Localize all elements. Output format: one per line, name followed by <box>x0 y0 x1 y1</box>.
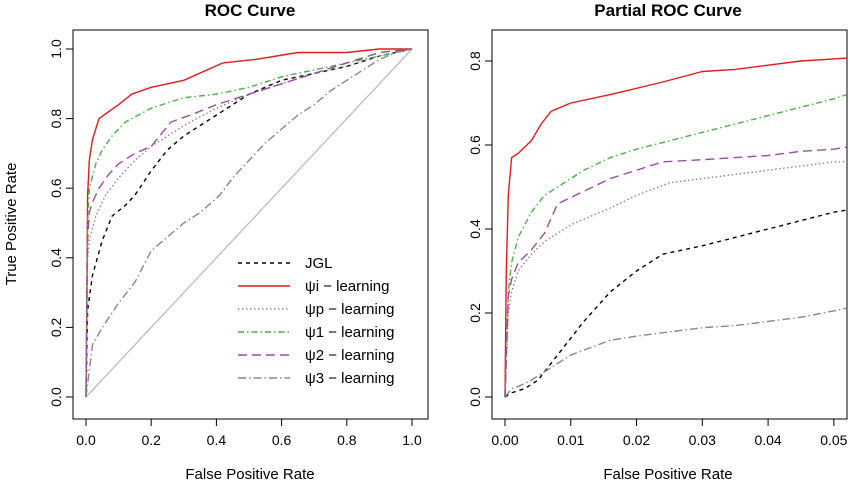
roc-series--2-learning <box>85 48 413 398</box>
partial-roc-x-ticks: 0.00 0.01 0.02 0.03 0.04 0.05 <box>491 419 848 448</box>
roc-x-tick-label: 0.4 <box>207 432 227 448</box>
roc-series-jgl <box>85 48 413 398</box>
roc-x-axis-label: False Positive Rate <box>185 466 314 483</box>
partial-roc-x-tick-label: 0.05 <box>820 432 847 448</box>
partial-roc-series--p-learning <box>504 161 847 398</box>
legend-entry-label: ψ3 − learning <box>305 370 395 387</box>
roc-series--i-learning <box>85 48 412 398</box>
partial-roc-y-tick-label: 0.4 <box>467 219 483 239</box>
roc-y-tick-label: 0.6 <box>48 178 64 198</box>
roc-x-tick-label: 0.2 <box>141 432 161 448</box>
roc-panel: ROC Curve False Positive Rate True Posit… <box>3 1 429 483</box>
partial-roc-plot-frame <box>491 29 848 420</box>
partial-roc-series--1-learning <box>504 93 847 398</box>
roc-plot-frame <box>72 29 429 420</box>
partial-roc-y-tick-label: 0.6 <box>467 135 483 155</box>
roc-series--1-learning <box>85 48 413 398</box>
partial-roc-x-tick-label: 0.01 <box>557 432 584 448</box>
partial-roc-y-tick-label: 0.8 <box>467 51 483 71</box>
legend-entry-label: ψ2 − learning <box>305 347 395 364</box>
legend-entry-label: ψp − learning <box>305 301 395 318</box>
partial-roc-series <box>504 57 847 398</box>
roc-title: ROC Curve <box>205 1 296 20</box>
roc-y-tick-label: 1.0 <box>48 39 64 59</box>
legend-entry-label: JGL <box>305 255 333 272</box>
roc-series <box>85 48 413 398</box>
partial-roc-series--i-learning <box>504 57 847 398</box>
roc-y-axis-label: True Positive Rate <box>3 163 20 286</box>
partial-roc-title: Partial ROC Curve <box>594 1 741 20</box>
roc-x-tick-label: 0.6 <box>272 432 292 448</box>
partial-roc-x-tick-label: 0.03 <box>689 432 716 448</box>
roc-y-tick-label: 0.2 <box>48 317 64 337</box>
legend-entry-label: ψ1 − learning <box>305 324 395 341</box>
partial-roc-x-tick-label: 0.00 <box>491 432 518 448</box>
legend-entry-label: ψi − learning <box>305 278 390 295</box>
partial-roc-y-ticks: 0.0 0.2 0.4 0.6 0.8 <box>467 51 492 407</box>
partial-roc-x-tick-label: 0.04 <box>754 432 781 448</box>
roc-x-tick-label: 1.0 <box>402 432 422 448</box>
roc-y-tick-label: 0.8 <box>48 109 64 129</box>
partial-roc-series--2-learning <box>504 146 847 398</box>
partial-roc-x-tick-label: 0.02 <box>623 432 650 448</box>
roc-series--3-learning <box>85 48 413 398</box>
partial-roc-series-jgl <box>504 209 847 398</box>
roc-x-tick-label: 0.0 <box>76 432 96 448</box>
roc-y-ticks: 0.0 0.2 0.4 0.6 0.8 1.0 <box>48 39 73 407</box>
legend: JGL ψi − learning ψp − learning ψ1 − learni… <box>238 255 395 387</box>
partial-roc-y-tick-label: 0.2 <box>467 303 483 323</box>
partial-roc-x-axis-label: False Positive Rate <box>603 466 732 483</box>
partial-roc-panel: Partial ROC Curve False Positive Rate 0.… <box>467 1 848 483</box>
roc-x-ticks: 0.0 0.2 0.4 0.6 0.8 1.0 <box>76 419 422 448</box>
roc-x-tick-label: 0.8 <box>337 432 357 448</box>
partial-roc-y-tick-label: 0.0 <box>467 387 483 407</box>
roc-y-tick-label: 0.4 <box>48 248 64 268</box>
roc-y-tick-label: 0.0 <box>48 387 64 407</box>
partial-roc-series--3-learning <box>504 307 847 398</box>
roc-series--p-learning <box>85 48 413 398</box>
diagonal-reference-line <box>85 48 413 398</box>
